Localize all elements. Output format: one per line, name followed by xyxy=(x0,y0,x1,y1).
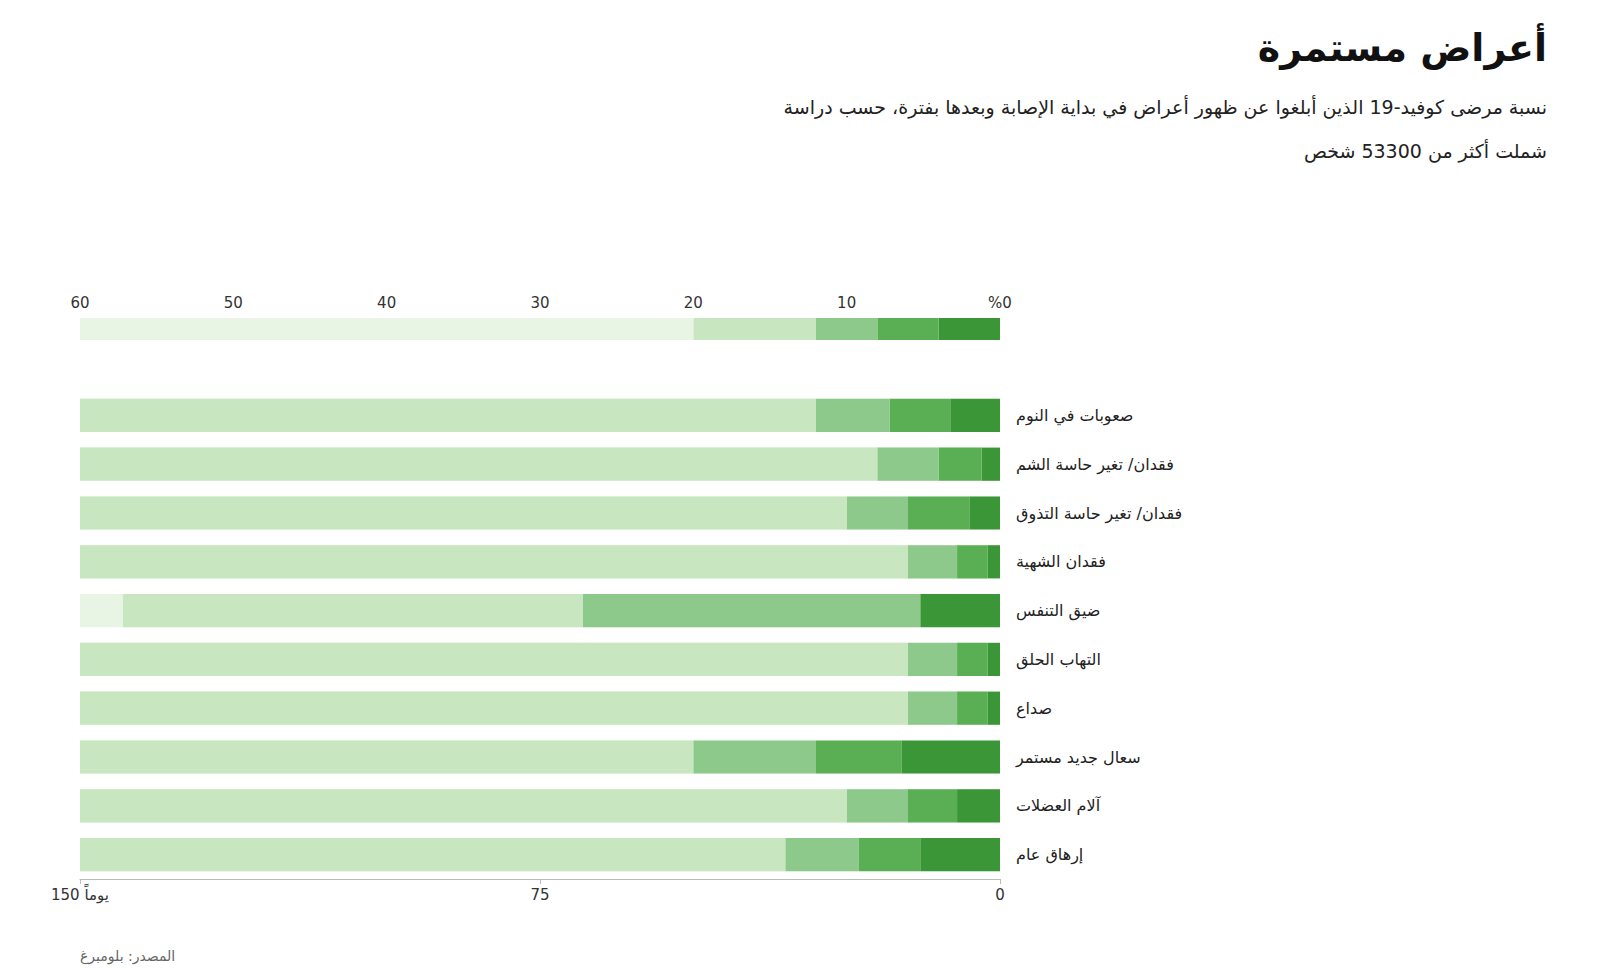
svg-text:إرهاق عام: إرهاق عام xyxy=(1016,845,1083,865)
svg-text:أعراض مستمرة: أعراض مستمرة xyxy=(1258,23,1547,70)
svg-text:40: 40 xyxy=(377,294,396,312)
svg-text:شملت أكثر من 53300 شخص: شملت أكثر من 53300 شخص xyxy=(1304,139,1547,163)
svg-text:75: 75 xyxy=(530,886,549,904)
svg-text:صعوبات في النوم: صعوبات في النوم xyxy=(1016,406,1133,426)
svg-text:فقدان/ تغير حاسة الشم: فقدان/ تغير حاسة الشم xyxy=(1016,455,1174,475)
svg-text:نسبة مرضى كوفيد-19 الذين أبلغو: نسبة مرضى كوفيد-19 الذين أبلغوا عن ظهور … xyxy=(784,95,1547,119)
svg-text:20: 20 xyxy=(684,294,703,312)
svg-text:60: 60 xyxy=(70,294,89,312)
svg-text:التهاب الحلق: التهاب الحلق xyxy=(1016,650,1101,670)
svg-text:0: 0 xyxy=(995,886,1005,904)
svg-text:30: 30 xyxy=(530,294,549,312)
svg-text:سعال جديد مستمر: سعال جديد مستمر xyxy=(1015,748,1141,768)
svg-text:ضيق التنفس: ضيق التنفس xyxy=(1016,601,1100,621)
svg-text:10: 10 xyxy=(837,294,856,312)
svg-text:صداع: صداع xyxy=(1016,699,1052,719)
svg-text:50: 50 xyxy=(224,294,243,312)
svg-text:المصدر: بلومبرغ: المصدر: بلومبرغ xyxy=(80,948,175,965)
svg-text:فقدان الشهية: فقدان الشهية xyxy=(1016,552,1106,572)
svg-text:%0: %0 xyxy=(988,294,1012,312)
svg-text:150 يوماً: 150 يوماً xyxy=(51,883,109,903)
svg-text:فقدان/ تغير حاسة التذوق: فقدان/ تغير حاسة التذوق xyxy=(1016,504,1182,524)
svg-text:آلام العضلات: آلام العضلات xyxy=(1016,796,1102,815)
